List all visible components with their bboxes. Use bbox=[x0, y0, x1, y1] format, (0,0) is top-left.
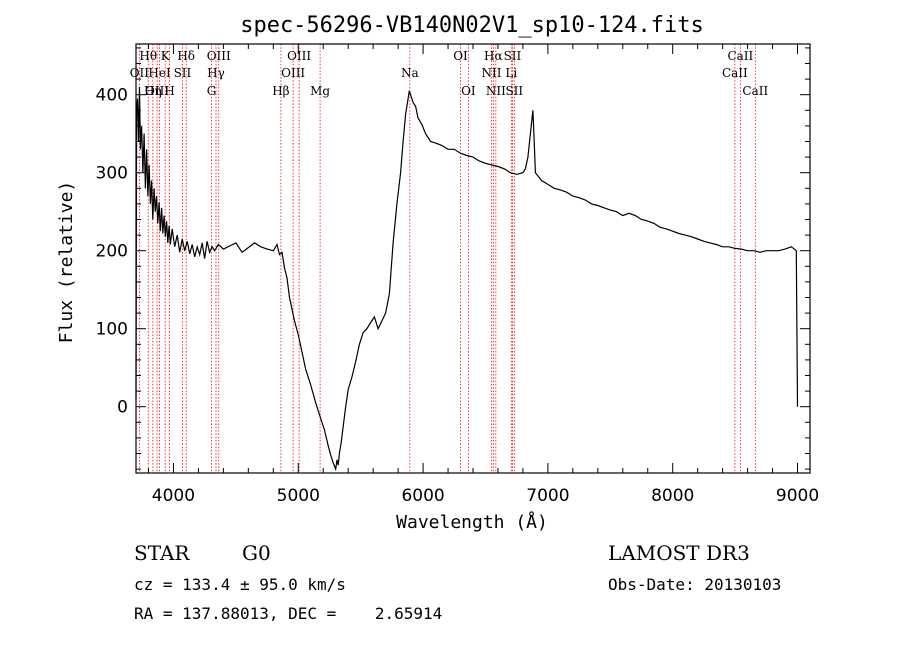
spectral-line-label: CaII bbox=[742, 84, 768, 98]
spectral-line-markers bbox=[138, 44, 756, 473]
x-tick-label: 4000 bbox=[152, 486, 195, 506]
y-tick-label: 300 bbox=[96, 164, 128, 184]
spectral-line-label: Hθ bbox=[139, 49, 157, 63]
spectral-line-label: Mg bbox=[310, 84, 330, 98]
x-axis-label: Wavelength (Å) bbox=[396, 511, 548, 533]
x-tick-label: 5000 bbox=[277, 486, 320, 506]
y-tick-label: 200 bbox=[96, 242, 128, 262]
spectral-line-label: Hη bbox=[144, 84, 162, 98]
spectral-line-label: OIII bbox=[207, 49, 231, 63]
spectral-line-label: G bbox=[207, 84, 217, 98]
survey-name: LAMOST DR3 bbox=[608, 541, 750, 565]
spectral-line-label: Na bbox=[401, 66, 419, 80]
spectral-line-label: SII bbox=[505, 84, 523, 98]
spectral-line-label: Li bbox=[505, 66, 517, 80]
y-tick-label: 400 bbox=[96, 86, 128, 106]
y-tick-label: 100 bbox=[96, 320, 128, 340]
x-axis-ticks: 4000 5000 6000 7000 8000 9000 bbox=[147, 44, 819, 506]
spectral-line-label: H bbox=[164, 84, 174, 98]
x-tick-label: 9000 bbox=[776, 486, 819, 506]
spectral-line-label: OIII bbox=[281, 66, 305, 80]
spectral-line-label: SII bbox=[174, 66, 192, 80]
y-tick-label: 0 bbox=[117, 398, 128, 418]
y-axis-label: Flux (relative) bbox=[56, 181, 77, 344]
obs-date: Obs-Date: 20130103 bbox=[608, 575, 781, 594]
spectral-line-label: K bbox=[161, 49, 171, 63]
y-axis-ticks: 0 100 200 300 400 bbox=[96, 47, 810, 470]
spectral-line-label: Hδ bbox=[177, 49, 195, 63]
spectral-line-label: OIII bbox=[287, 49, 311, 63]
x-tick-label: 8000 bbox=[651, 486, 694, 506]
spectral-line-label: NII bbox=[481, 66, 501, 80]
spectral-line-label: Hβ bbox=[272, 84, 289, 98]
spectral-line-label: OII bbox=[130, 66, 150, 80]
x-tick-label: 6000 bbox=[401, 486, 444, 506]
spectral-line-label: OI bbox=[453, 49, 468, 63]
redshift-text: cz = 133.4 ± 95.0 km/s bbox=[134, 575, 346, 594]
spectral-line-label: Hγ bbox=[207, 66, 225, 80]
spectral-line-label: CaII bbox=[727, 49, 753, 63]
spectral-line-label: NII bbox=[486, 84, 506, 98]
spectral-line-label: Hα bbox=[484, 49, 503, 63]
coordinates-text: RA = 137.88013, DEC = 2.65914 bbox=[134, 604, 442, 623]
spectral-line-labels: OIIHθOIIIHηHeIKHSIIHδGHγOIIIHβOIIIOIIIMg… bbox=[130, 49, 769, 98]
spectrum-line bbox=[135, 86, 799, 472]
spectral-line-label: HeI bbox=[148, 66, 171, 80]
object-subclass: G0 bbox=[242, 541, 271, 565]
spectral-line-label: OI bbox=[461, 84, 476, 98]
spectral-line-label: SII bbox=[504, 49, 522, 63]
spectral-line-label: OIII bbox=[145, 84, 169, 98]
object-class: STAR bbox=[134, 541, 190, 565]
spectral-line-label: CaII bbox=[722, 66, 748, 80]
x-tick-label: 7000 bbox=[526, 486, 569, 506]
chart-title: spec-56296-VB140N02V1_sp10-124.fits bbox=[240, 13, 704, 38]
